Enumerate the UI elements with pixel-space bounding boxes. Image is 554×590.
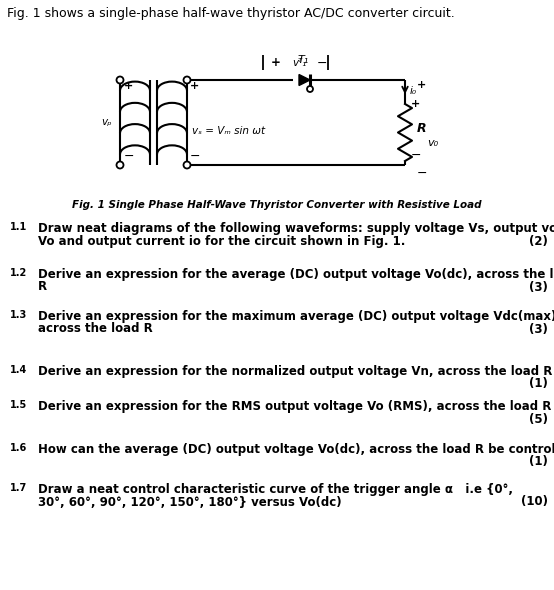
Text: vᵀ₁: vᵀ₁ [292, 58, 306, 68]
Text: 1.5: 1.5 [10, 400, 27, 410]
Text: across the load R: across the load R [38, 323, 153, 336]
Circle shape [116, 162, 124, 169]
Text: Fig. 1 Single Phase Half-Wave Thyristor Converter with Resistive Load: Fig. 1 Single Phase Half-Wave Thyristor … [72, 200, 482, 210]
Text: Derive an expression for the normalized output voltage Vn, across the load R: Derive an expression for the normalized … [38, 365, 552, 378]
Text: +: + [417, 80, 426, 90]
Text: 1.6: 1.6 [10, 443, 27, 453]
Text: Draw neat diagrams of the following waveforms: supply voltage Vs, output volage: Draw neat diagrams of the following wave… [38, 222, 554, 235]
Text: v₀: v₀ [427, 137, 438, 148]
Text: R: R [38, 280, 47, 293]
Text: vₚ: vₚ [101, 117, 112, 127]
Text: 1.3: 1.3 [10, 310, 27, 320]
Text: i₀: i₀ [410, 86, 417, 96]
Text: (2): (2) [529, 234, 548, 247]
Text: Derive an expression for the RMS output voltage Vo (RMS), across the load R: Derive an expression for the RMS output … [38, 400, 551, 413]
Text: Draw a neat control characteristic curve of the trigger angle α   i.e {0°,: Draw a neat control characteristic curve… [38, 483, 513, 496]
Text: +: + [271, 57, 281, 70]
Circle shape [183, 162, 191, 169]
Circle shape [116, 77, 124, 84]
Text: 1.1: 1.1 [10, 222, 27, 232]
Circle shape [307, 86, 313, 92]
Text: (1): (1) [529, 378, 548, 391]
Text: Vo and output current io for the circuit shown in Fig. 1.: Vo and output current io for the circuit… [38, 234, 406, 247]
Text: Derive an expression for the average (DC) output voltage Vo(dc), across the load: Derive an expression for the average (DC… [38, 268, 554, 281]
Text: −: − [417, 166, 428, 179]
Circle shape [183, 77, 191, 84]
Text: (3): (3) [529, 280, 548, 293]
Text: +: + [411, 99, 420, 109]
Text: 1.7: 1.7 [10, 483, 27, 493]
Text: +: + [124, 81, 134, 91]
Text: (1): (1) [529, 455, 548, 468]
Polygon shape [299, 74, 310, 86]
Text: 30°, 60°, 90°, 120°, 150°, 180°} versus Vo(dc): 30°, 60°, 90°, 120°, 150°, 180°} versus … [38, 496, 342, 509]
Text: 1.2: 1.2 [10, 268, 27, 278]
Text: vₛ = Vₘ sin ωt: vₛ = Vₘ sin ωt [192, 126, 265, 136]
Text: +: + [190, 81, 199, 91]
Text: −: − [317, 57, 327, 70]
Text: (5): (5) [529, 412, 548, 425]
Text: −: − [190, 150, 201, 163]
Text: Fig. 1 shows a single-phase half-wave thyristor AC/DC converter circuit.: Fig. 1 shows a single-phase half-wave th… [7, 7, 455, 20]
Text: R: R [417, 122, 427, 135]
Text: How can the average (DC) output voltage Vo(dc), across the load R be controlled?: How can the average (DC) output voltage … [38, 443, 554, 456]
Text: Derive an expression for the maximum average (DC) output voltage Vdc(max),: Derive an expression for the maximum ave… [38, 310, 554, 323]
Text: −: − [124, 150, 135, 163]
Text: −: − [411, 149, 422, 162]
Text: (10): (10) [521, 496, 548, 509]
Text: T₁: T₁ [297, 55, 309, 65]
Text: 1.4: 1.4 [10, 365, 27, 375]
Text: (3): (3) [529, 323, 548, 336]
